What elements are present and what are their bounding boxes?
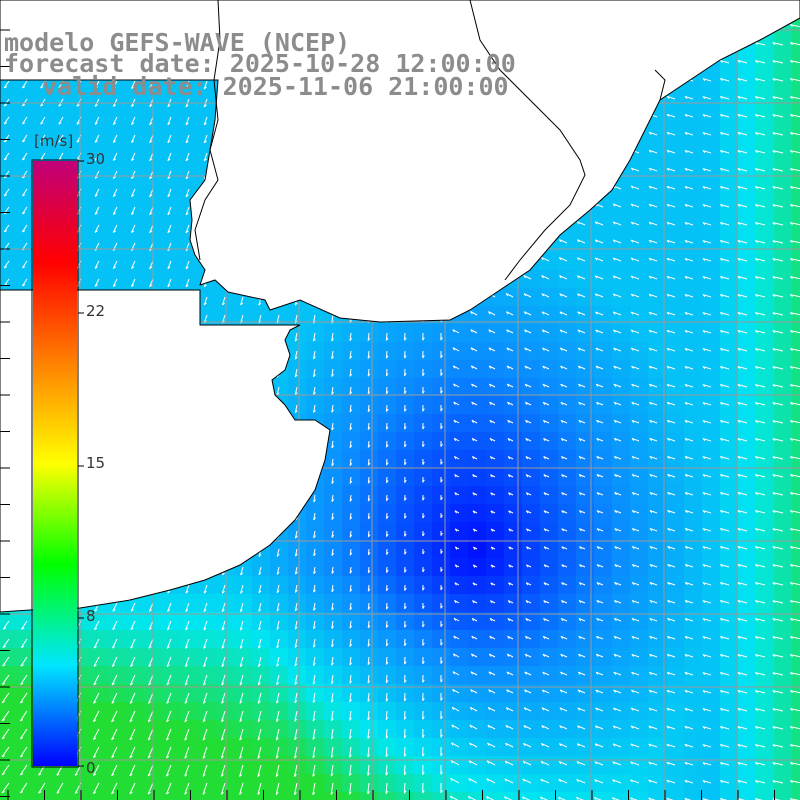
colorbar-gradient: [33, 161, 77, 766]
colorbar-frame: [31, 159, 79, 768]
title-forecast-date: forecast date: 2025-10-28 12:00:00: [4, 49, 516, 78]
colorbar-ticks: [78, 160, 84, 767]
title-valid-date: valid date: 2025-11-06 21:00:00: [42, 72, 509, 101]
colorbar-tick-label-30: 30: [86, 150, 106, 168]
colorbar-tick-label-15: 15: [86, 454, 106, 472]
frame-ticks: [0, 29, 775, 800]
title-model: modelo GEFS-WAVE (NCEP): [4, 28, 351, 57]
colorbar-unit-label: [m/s]: [34, 132, 74, 150]
colorbar-tick-label-0: 0: [86, 759, 96, 777]
coastline-south: [0, 0, 331, 613]
land-mask: [0, 0, 800, 323]
colorbar-tick-label-8: 8: [86, 607, 96, 625]
river-and-border-lines: [194, 0, 666, 281]
colorbar-tick-label-22: 22: [86, 302, 106, 320]
